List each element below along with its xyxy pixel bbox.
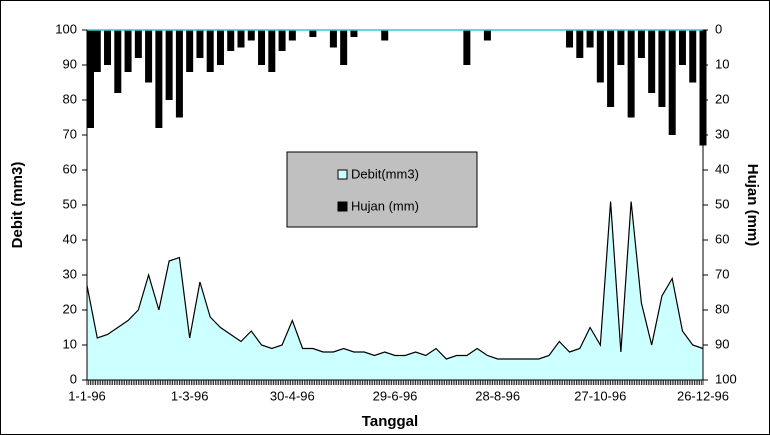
- rain-bar: [381, 30, 389, 41]
- rain-bar: [124, 30, 132, 72]
- y-tick-label: 0: [70, 371, 77, 386]
- y2-tick-label: 50: [715, 196, 729, 211]
- y-tick-label: 90: [63, 56, 77, 71]
- x-axis-title: Tanggal: [362, 413, 418, 430]
- x-tick-label: 29-6-96: [373, 388, 418, 403]
- y-tick-label: 50: [63, 196, 77, 211]
- y2-tick-label: 80: [715, 301, 729, 316]
- rain-bar: [350, 30, 358, 37]
- y-tick-label: 100: [55, 21, 77, 36]
- rain-bar: [678, 30, 686, 65]
- rain-bar: [196, 30, 204, 58]
- rain-bar: [165, 30, 173, 100]
- rain-bar: [206, 30, 214, 72]
- rain-bar: [134, 30, 142, 58]
- legend-swatch: [337, 169, 348, 180]
- rain-bar: [309, 30, 317, 37]
- x-tick-label: 28-8-96: [475, 388, 520, 403]
- rain-bar: [93, 30, 101, 72]
- rain-bar: [237, 30, 245, 48]
- rain-bar: [114, 30, 122, 93]
- rain-bar: [637, 30, 645, 58]
- rain-bar: [104, 30, 112, 65]
- x-tick-label: 26-12-96: [677, 388, 729, 403]
- rain-bar: [87, 30, 94, 128]
- y2-tick-label: 20: [715, 91, 729, 106]
- rain-bar: [617, 30, 625, 65]
- rain-bar: [288, 30, 296, 41]
- rain-bar: [175, 30, 183, 118]
- debit-line: [86, 201, 704, 360]
- y2-tick-label: 60: [715, 231, 729, 246]
- y2-tick-label: 70: [715, 266, 729, 281]
- x-tick-label: 1-3-96: [171, 388, 209, 403]
- rain-bar: [576, 30, 584, 58]
- y2-tick-label: 10: [715, 56, 729, 71]
- rain-bar: [145, 30, 153, 83]
- legend-label: Debit(mm3): [351, 166, 419, 181]
- rain-bar: [668, 30, 676, 135]
- y-tick-label: 20: [63, 301, 77, 316]
- y-tick-label: 80: [63, 91, 77, 106]
- rain-bar: [648, 30, 656, 93]
- rain-bar: [627, 30, 635, 118]
- debit-area: [87, 201, 703, 380]
- legend-label: Hujan (mm): [351, 198, 419, 213]
- y2-axis-title: Hujan (mm): [744, 164, 761, 247]
- rain-bar: [340, 30, 348, 65]
- y-axis-title: Debit (mm3): [9, 162, 26, 249]
- rain-bar: [247, 30, 255, 41]
- rain-bar: [186, 30, 194, 72]
- y2-tick-label: 100: [715, 371, 737, 386]
- y-tick-label: 40: [63, 231, 77, 246]
- legend: Debit(mm3) Hujan (mm): [286, 151, 478, 228]
- rain-bar: [596, 30, 604, 83]
- rain-bar: [463, 30, 471, 65]
- y2-tick-label: 30: [715, 126, 729, 141]
- rain-bar: [566, 30, 574, 48]
- rain-bar: [258, 30, 266, 65]
- x-tick-label: 1-1-96: [68, 388, 106, 403]
- y2-tick-label: 90: [715, 336, 729, 351]
- rain-bar: [689, 30, 697, 83]
- y-tick-label: 60: [63, 161, 77, 176]
- y-tick-label: 30: [63, 266, 77, 281]
- y2-tick-label: 0: [715, 21, 722, 36]
- rain-bar: [483, 30, 491, 41]
- rain-bar: [278, 30, 286, 51]
- rain-bar: [658, 30, 666, 107]
- rain-bar: [216, 30, 224, 65]
- rain-bar: [227, 30, 235, 51]
- y-tick-label: 70: [63, 126, 77, 141]
- x-tick-label: 27-10-96: [574, 388, 626, 403]
- rain-bar: [329, 30, 337, 48]
- rain-bar: [607, 30, 615, 107]
- y2-tick-label: 40: [715, 161, 729, 176]
- y-tick-label: 10: [63, 336, 77, 351]
- rain-bar: [586, 30, 594, 48]
- x-tick-label: 30-4-96: [270, 388, 315, 403]
- legend-swatch: [337, 201, 348, 212]
- rain-bar: [155, 30, 163, 128]
- legend-box: [286, 151, 478, 228]
- rain-bar: [268, 30, 276, 72]
